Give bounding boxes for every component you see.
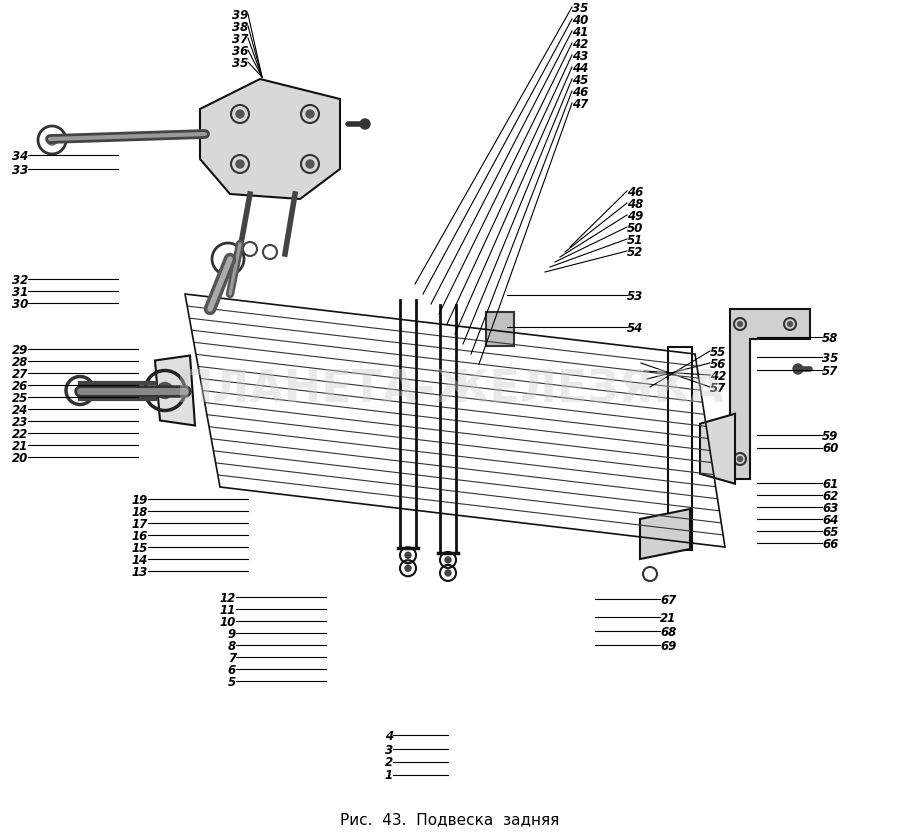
- Text: 41: 41: [572, 25, 589, 38]
- Text: 58: 58: [822, 331, 838, 344]
- Text: 66: 66: [822, 537, 838, 550]
- Text: 20: 20: [12, 451, 28, 464]
- Text: 30: 30: [12, 297, 28, 310]
- Text: 32: 32: [12, 273, 28, 286]
- Circle shape: [445, 558, 451, 563]
- Text: 35: 35: [822, 351, 838, 364]
- Polygon shape: [200, 80, 340, 200]
- Text: 17: 17: [131, 517, 148, 530]
- Text: 57: 57: [710, 381, 726, 394]
- Text: 22: 22: [12, 427, 28, 440]
- Text: 53: 53: [627, 289, 644, 302]
- Text: 2: 2: [385, 756, 393, 768]
- Text: 31: 31: [12, 285, 28, 298]
- Text: 62: 62: [822, 489, 838, 502]
- Circle shape: [157, 383, 173, 399]
- FancyBboxPatch shape: [486, 313, 514, 347]
- Text: Рис.  43.  Подвеска  задняя: Рис. 43. Подвеска задняя: [340, 812, 560, 827]
- Text: 40: 40: [572, 13, 589, 27]
- Text: 42: 42: [710, 369, 726, 382]
- Circle shape: [236, 111, 244, 119]
- Text: 56: 56: [710, 357, 726, 370]
- Circle shape: [737, 457, 742, 462]
- Text: 27: 27: [12, 367, 28, 380]
- Text: 69: 69: [660, 639, 676, 652]
- Text: 64: 64: [822, 513, 838, 526]
- Text: 55: 55: [710, 345, 726, 358]
- Text: 68: 68: [660, 624, 676, 638]
- Circle shape: [47, 135, 57, 145]
- Text: 35: 35: [232, 57, 248, 69]
- Text: 7: 7: [228, 650, 236, 664]
- Text: 35: 35: [572, 2, 589, 14]
- Text: 46: 46: [627, 186, 644, 198]
- Text: 26: 26: [12, 379, 28, 392]
- Text: 42: 42: [572, 38, 589, 50]
- Text: 43: 43: [572, 49, 589, 63]
- Text: 24: 24: [12, 403, 28, 416]
- Circle shape: [405, 566, 411, 572]
- Circle shape: [788, 322, 793, 327]
- Text: 61: 61: [822, 477, 838, 490]
- Text: 21: 21: [660, 611, 676, 624]
- Text: 39: 39: [232, 8, 248, 22]
- Circle shape: [405, 553, 411, 558]
- Text: 60: 60: [822, 442, 838, 455]
- Text: 16: 16: [131, 529, 148, 542]
- Text: 33: 33: [12, 163, 28, 176]
- Text: 63: 63: [822, 501, 838, 514]
- Polygon shape: [155, 356, 195, 426]
- Text: 14: 14: [131, 553, 148, 566]
- Text: 23: 23: [12, 415, 28, 428]
- Text: 8: 8: [228, 639, 236, 652]
- Text: 50: 50: [627, 222, 644, 234]
- Circle shape: [445, 570, 451, 576]
- Text: 36: 36: [232, 44, 248, 58]
- Circle shape: [360, 120, 370, 130]
- Text: 57: 57: [822, 364, 838, 377]
- Text: 18: 18: [131, 505, 148, 517]
- Text: 25: 25: [12, 391, 28, 404]
- Polygon shape: [730, 309, 810, 479]
- Text: 5: 5: [228, 675, 236, 688]
- Text: 6: 6: [228, 663, 236, 675]
- Text: 34: 34: [12, 150, 28, 162]
- Text: 10: 10: [220, 614, 236, 628]
- Text: 51: 51: [627, 233, 644, 247]
- Text: 12: 12: [220, 591, 236, 604]
- Circle shape: [737, 322, 742, 327]
- Circle shape: [236, 161, 244, 169]
- Text: 67: 67: [660, 593, 676, 606]
- Circle shape: [793, 364, 803, 375]
- Text: 59: 59: [822, 429, 838, 442]
- Text: 15: 15: [131, 541, 148, 553]
- Circle shape: [306, 111, 314, 119]
- Text: ПЛАНЕТА-ЖЕЛЕЗЯКА: ПЛАНЕТА-ЖЕЛЕЗЯКА: [176, 368, 725, 411]
- Polygon shape: [700, 415, 735, 484]
- Text: 45: 45: [572, 74, 589, 86]
- Text: 47: 47: [572, 97, 589, 110]
- Text: 11: 11: [220, 603, 236, 616]
- Circle shape: [306, 161, 314, 169]
- Text: 46: 46: [572, 85, 589, 99]
- Text: 29: 29: [12, 343, 28, 356]
- Text: 1: 1: [385, 768, 393, 782]
- Text: 21: 21: [12, 439, 28, 452]
- Text: 52: 52: [627, 245, 644, 258]
- Text: 4: 4: [385, 729, 393, 742]
- Text: 28: 28: [12, 355, 28, 368]
- Text: 54: 54: [627, 321, 644, 334]
- Text: 65: 65: [822, 525, 838, 538]
- Text: 44: 44: [572, 61, 589, 74]
- Text: 38: 38: [232, 20, 248, 33]
- Polygon shape: [640, 509, 690, 559]
- Text: 37: 37: [232, 33, 248, 45]
- Text: 13: 13: [131, 565, 148, 578]
- Text: 49: 49: [627, 209, 644, 222]
- Text: 9: 9: [228, 627, 236, 640]
- Text: 48: 48: [627, 197, 644, 210]
- Text: 3: 3: [385, 742, 393, 756]
- Text: 19: 19: [131, 493, 148, 506]
